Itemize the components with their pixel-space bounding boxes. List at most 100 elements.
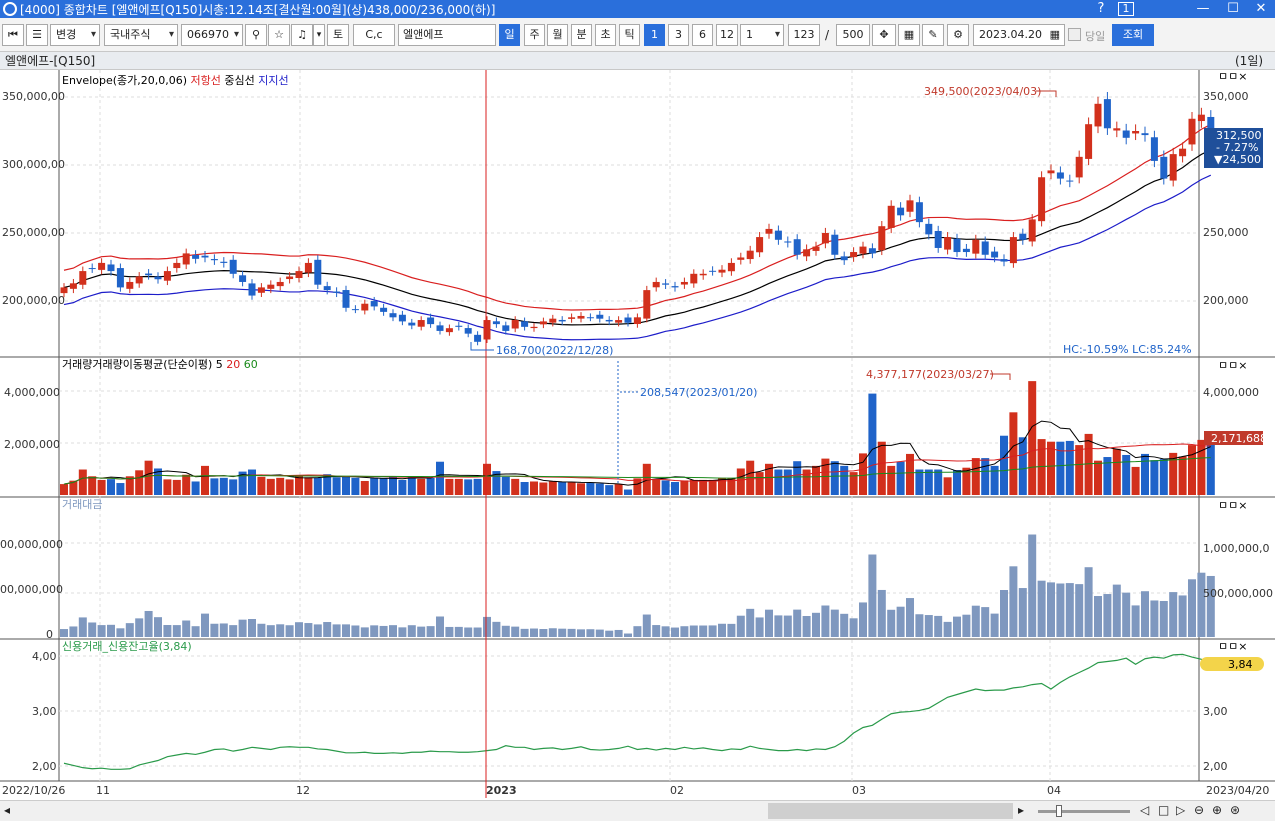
amount-bar [586, 629, 595, 637]
bell-dropdown-icon[interactable]: ▾ [313, 24, 325, 46]
zoom-slider-handle[interactable] [1056, 805, 1062, 817]
scroll-right-icon[interactable]: ▸ [1018, 803, 1025, 817]
candle [295, 271, 303, 279]
zoom-fit-icon[interactable]: ⊛ [1230, 803, 1241, 817]
zoom-out-icon[interactable]: ⊖ [1194, 803, 1205, 817]
help-button[interactable]: ? [1097, 1, 1105, 16]
minimize-button[interactable]: — [1196, 1, 1210, 16]
num-1-button[interactable]: 1 [644, 24, 665, 46]
volume-bar [125, 476, 134, 495]
amount-bar [1122, 592, 1131, 637]
current-pct: - 7.27% [1216, 141, 1258, 154]
hc-lc-label: HC:-10.59% LC:85.24% [1063, 343, 1192, 356]
volume-bar [971, 458, 980, 495]
volume-bar [1206, 438, 1215, 495]
candle [1179, 148, 1187, 157]
price-pane-controls[interactable]: ㅁㅁ× [1218, 70, 1247, 83]
volume-bar [389, 476, 397, 495]
save-icon[interactable]: ▦ [898, 24, 920, 46]
current-diff: ▼24,500 [1214, 153, 1261, 166]
calendar-icon[interactable]: ▦ [1049, 28, 1060, 41]
candle [1019, 233, 1027, 240]
scroll-left-icon[interactable]: ◂ [4, 803, 11, 817]
first-page-icon[interactable]: ⏮ [2, 24, 24, 46]
star-icon[interactable]: ☆ [268, 24, 290, 46]
zoom-icon[interactable]: ✥ [872, 24, 896, 46]
candle [276, 281, 284, 287]
max-count-input[interactable]: 500 [836, 24, 870, 46]
amount-bar [642, 614, 651, 637]
candle [624, 317, 632, 323]
num-3-button[interactable]: 3 [668, 24, 689, 46]
amount-bar [915, 614, 924, 637]
volume-bar [736, 468, 745, 495]
volume-pane-controls[interactable]: ㅁㅁ× [1218, 359, 1247, 372]
zoom-in-icon[interactable]: ⊕ [1212, 803, 1223, 817]
interval-dropdown[interactable]: 1 [740, 24, 784, 46]
scroll-thumb[interactable] [768, 803, 1013, 819]
candle [859, 246, 867, 254]
amount-bar [389, 625, 397, 637]
amount-bar [605, 630, 614, 637]
change-dropdown[interactable]: 변경 [50, 24, 100, 46]
market-dropdown[interactable]: 국내주식 [104, 24, 178, 46]
stop-icon[interactable]: □ [1158, 803, 1170, 817]
today-checkbox[interactable] [1068, 28, 1081, 41]
candle [483, 320, 491, 340]
amount-bar [313, 624, 322, 637]
volume-bar [924, 469, 933, 495]
app-logo-icon [3, 2, 17, 16]
cc-button[interactable]: C,c [353, 24, 395, 46]
period-second-button[interactable]: 초 [595, 24, 616, 46]
bell-icon[interactable]: ♫ [291, 24, 313, 46]
period-tick-button[interactable]: 틱 [619, 24, 640, 46]
amount-ytick-left: 00,000,000 [0, 538, 63, 551]
amount-bar [1000, 590, 1008, 637]
candle [257, 287, 265, 293]
candle [586, 317, 594, 319]
x-year-label: 2023 [486, 784, 517, 797]
search-button[interactable]: 조회 [1112, 24, 1154, 46]
window-number-button[interactable]: 1 [1118, 2, 1134, 16]
amount-bar [135, 618, 144, 637]
amount-bar [1103, 594, 1112, 637]
period-daily-button[interactable]: 일 [499, 24, 520, 46]
volume-bar [624, 489, 632, 495]
pen-icon[interactable]: ✎ [922, 24, 944, 46]
prev-icon[interactable]: ◁ [1140, 803, 1150, 817]
amount-bar [934, 615, 943, 637]
candle [1075, 156, 1083, 178]
chart-area[interactable]: Envelope(종가,20,0,06) 저항선 중심선 지지선 ㅁㅁ× 349… [0, 70, 1275, 800]
num-12-button[interactable]: 12 [716, 24, 738, 46]
zoom-slider-track[interactable] [1038, 810, 1130, 813]
num-6-button[interactable]: 6 [692, 24, 713, 46]
date-input[interactable]: 2023.04.20 ▦ [973, 24, 1065, 46]
amount-bar [567, 628, 576, 637]
horizontal-scrollbar[interactable]: ◂ ▸ ◁ □ ▷ ⊖ ⊕ ⊛ [0, 800, 1275, 821]
mark-button[interactable]: 토 [327, 24, 349, 46]
amount-pane-controls[interactable]: ㅁㅁ× [1218, 499, 1247, 512]
close-button[interactable]: ✕ [1255, 1, 1267, 16]
stock-name-field[interactable]: 엘앤에프 [398, 24, 496, 46]
toolbar: ⏮ ☰ 변경 국내주식 066970 ⚲ ☆ ♫ ▾ 토 C,c 엘앤에프 일 … [0, 18, 1275, 52]
gear-icon[interactable]: ⚙ [947, 24, 969, 46]
count-input[interactable]: 123 [788, 24, 820, 46]
amount-bar [877, 589, 886, 637]
maximize-button[interactable]: ☐ [1227, 1, 1239, 16]
period-minute-button[interactable]: 분 [571, 24, 592, 46]
volume-bar [887, 465, 896, 495]
candle [98, 262, 106, 270]
credit-pane-controls[interactable]: ㅁㅁ× [1218, 640, 1247, 653]
menu-icon[interactable]: ☰ [26, 24, 48, 46]
amount-ytick-right: 500,000,000 [1203, 587, 1273, 600]
x-month-label: 11 [96, 784, 110, 797]
amount-bar [802, 616, 811, 637]
volume-bar [342, 476, 350, 495]
amount-bar [765, 609, 773, 637]
period-monthly-button[interactable]: 월 [547, 24, 568, 46]
next-icon[interactable]: ▷ [1176, 803, 1186, 817]
search-icon[interactable]: ⚲ [245, 24, 267, 46]
code-input[interactable]: 066970 [181, 24, 243, 46]
period-weekly-button[interactable]: 주 [524, 24, 545, 46]
amount-ytick-left: 0 [46, 628, 53, 641]
